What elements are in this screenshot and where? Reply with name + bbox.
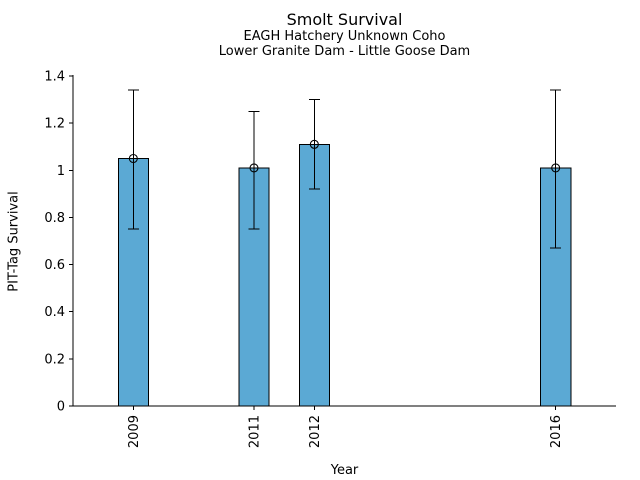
y-tick-label: 1.4 [44,70,65,85]
chart-title: Smolt Survival [286,10,403,29]
marker-open-circle-2011 [249,163,259,173]
y-tick-label: 0.8 [44,211,65,226]
marker-open-circle-2016 [551,163,561,173]
marker-open-circle-2009 [128,153,138,164]
y-tick-label: 0.4 [44,305,65,320]
y-tick-label: 1.2 [44,117,65,132]
y-tick-label: 0.2 [44,352,65,367]
x-tick-label-2009: 2009 [127,415,142,448]
x-tick-label-2011: 2011 [248,415,263,448]
y-tick-label: 0 [57,400,65,415]
marker-open-circle-2012 [309,139,319,149]
x-tick-label-2016: 2016 [549,415,564,448]
y-tick-label: 1 [57,164,65,179]
y-tick-label: 0.6 [44,258,65,273]
chart-subtitle-line2: Lower Granite Dam - Little Goose Dam [218,44,471,59]
chart-subtitle-line1: EAGH Hatchery Unknown Coho [243,29,446,44]
x-tick-label-2012: 2012 [308,415,323,448]
x-axis-label: Year [330,463,359,478]
